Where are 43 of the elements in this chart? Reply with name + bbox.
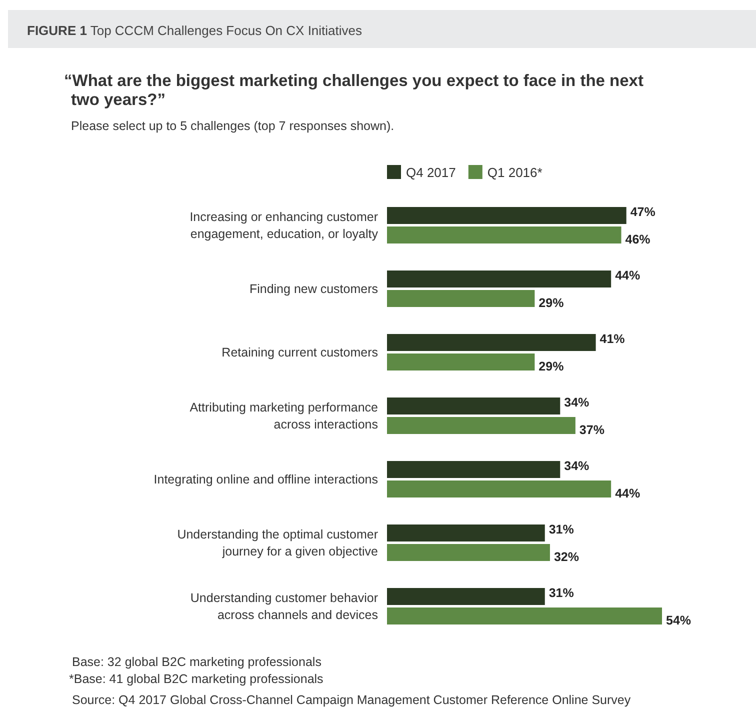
text: Please select up to 5 challenges (top 7 responses shown). xyxy=(71,119,394,133)
legend-label: Q4 2017 xyxy=(406,165,456,180)
bar xyxy=(387,270,612,288)
data-label: 47% xyxy=(630,205,656,219)
data-label: 31% xyxy=(548,522,574,536)
bar xyxy=(387,290,535,307)
bar xyxy=(387,461,560,478)
y-tick-label: Integrating online and offline interactions xyxy=(154,472,378,486)
bar xyxy=(387,354,535,370)
bar xyxy=(387,226,622,244)
bar xyxy=(387,417,576,434)
text: *Base: 41 global B2C marketing professionals xyxy=(69,672,324,686)
data-label: 29% xyxy=(538,360,564,374)
y-tick-label: Attributing marketing performance across interactions xyxy=(190,400,378,432)
data-label: 44% xyxy=(615,268,640,282)
chart-subtitle: “What are the biggest marketing challenges you expect to face in the next two years?” xyxy=(64,72,644,109)
y-tick-label: Increasing or enhancing customer engagement, education, or loyalty xyxy=(190,210,379,241)
source-note: Source: Q4 2017 Global Cross-Channel Campaign Management Customer Reference Online Survey xyxy=(72,693,632,707)
data-label: 54% xyxy=(666,614,692,628)
legend-label: Q1 2016* xyxy=(487,165,542,180)
data-label: 34% xyxy=(564,459,590,473)
text: FIGURE 1 Top CCCM Challenges Focus On CX Initiatives xyxy=(27,23,363,38)
data-label: 37% xyxy=(579,423,604,437)
data-label: 41% xyxy=(600,332,625,346)
bar xyxy=(387,398,560,414)
y-tick-label: Finding new customers xyxy=(249,282,378,296)
y-tick-label: Retaining current customers xyxy=(222,345,378,360)
bar xyxy=(387,334,596,351)
bar xyxy=(387,544,550,561)
data-label: 44% xyxy=(615,486,640,500)
data-label: 29% xyxy=(538,296,564,310)
bar xyxy=(387,608,662,624)
data-label: 34% xyxy=(564,396,590,410)
data-label: 31% xyxy=(548,586,574,600)
bar xyxy=(387,524,545,542)
bar xyxy=(387,480,612,498)
y-tick-label: Understanding the optimal customer journey for a given objective xyxy=(177,527,378,558)
bar xyxy=(387,588,545,605)
y-tick-label: Understanding customer behavior across channels and devices xyxy=(190,590,378,622)
text: Base: 32 global B2C marketing professionals xyxy=(72,655,322,669)
data-label: 32% xyxy=(554,550,579,564)
bar xyxy=(387,207,626,224)
data-label: 46% xyxy=(625,232,650,246)
